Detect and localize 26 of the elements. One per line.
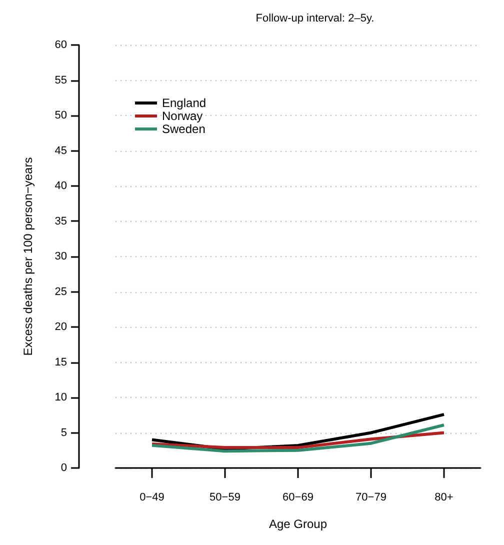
y-tick-label: 45 bbox=[54, 144, 67, 157]
x-tick-label: 60−69 bbox=[282, 492, 314, 504]
x-axis-title: Age Group bbox=[268, 517, 328, 531]
y-tick-label: 50 bbox=[54, 110, 67, 122]
x-tick-label: 0−49 bbox=[140, 492, 164, 504]
y-tick-label: 5 bbox=[60, 426, 67, 439]
x-tick-label: 80+ bbox=[434, 492, 454, 504]
legend-label: Norway bbox=[162, 109, 203, 123]
legend-label: England bbox=[162, 96, 206, 110]
y-tick-label: 20 bbox=[54, 321, 67, 333]
chart-title: Follow-up interval: 2–5y. bbox=[256, 12, 374, 24]
y-tick-label: 0 bbox=[60, 462, 67, 474]
y-axis-title: Excess deaths per 100 person−years bbox=[21, 157, 35, 356]
y-tick-label: 30 bbox=[54, 250, 67, 262]
line-series bbox=[150, 423, 446, 453]
line-series bbox=[150, 431, 446, 450]
x-tick-label: 50−59 bbox=[210, 492, 240, 504]
y-tick-label: 40 bbox=[54, 180, 67, 192]
y-tick-label: 55 bbox=[54, 74, 67, 86]
x-tick-label: 70−79 bbox=[356, 492, 386, 504]
y-tick-label: 60 bbox=[54, 39, 67, 51]
y-tick-label: 10 bbox=[54, 392, 67, 404]
y-tick-label: 35 bbox=[54, 215, 67, 228]
legend-label: Sweden bbox=[162, 122, 206, 136]
y-tick-label: 25 bbox=[54, 286, 67, 298]
y-tick-label: 15 bbox=[54, 356, 67, 368]
